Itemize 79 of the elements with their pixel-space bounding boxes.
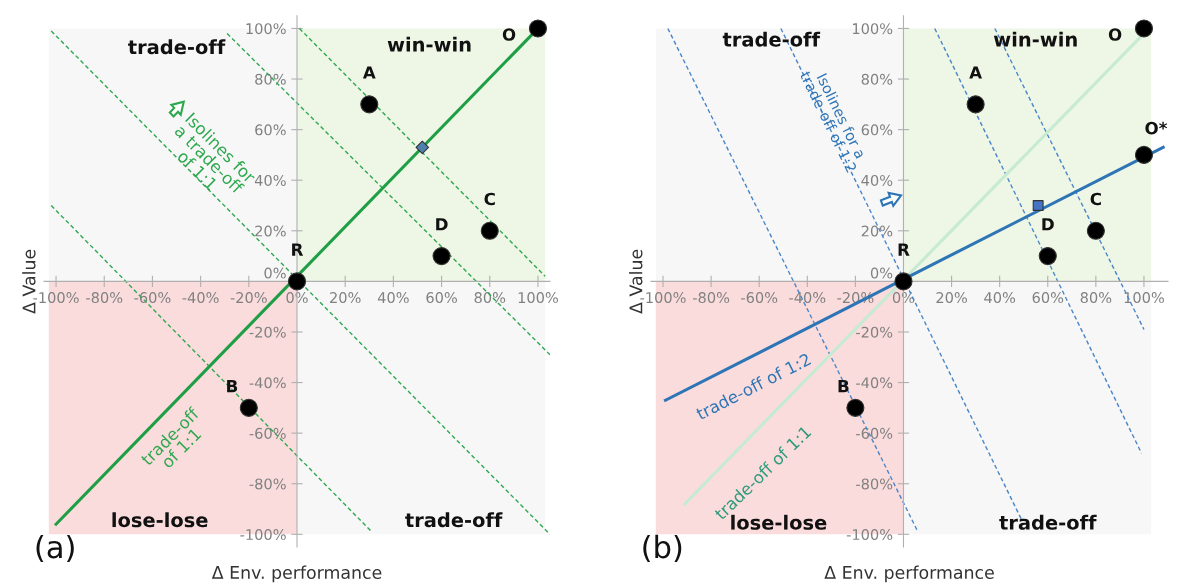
y-tick-label: -100% [846,529,893,541]
x-tick-label: 80% [1080,292,1112,304]
x-tick-label: 60% [426,292,457,304]
annotation: B [838,380,849,393]
y-tick-label: -40% [856,377,893,389]
y-tick-label: -60% [249,427,286,439]
annotation: C [1090,192,1101,206]
x-tick-label: 0% [286,292,308,304]
annotation: D [436,218,448,231]
annotation: win-win [993,31,1077,47]
y-tick-label: -20% [856,326,893,338]
annotation: R [898,243,910,256]
point [1134,145,1154,164]
annotation: win-win [387,36,471,52]
point [480,221,499,240]
annotation: A [969,66,982,79]
x-tick-label: -60% [134,292,171,304]
x-tick-label: -20% [230,292,267,304]
x-axis-title: Δ Env. performance [824,565,994,583]
y-tick-label: 100% [246,23,286,35]
y-tick-label: 80% [255,73,286,85]
x-tick-label: 80% [474,292,506,304]
y-tick-label: 20% [861,225,893,237]
x-tick-label: -40% [182,292,219,304]
y-tick-label: 0% [264,267,286,279]
x-tick-label: -40% [789,292,826,304]
y-tick-label: 20% [255,225,286,237]
x-tick-label: -60% [741,292,778,304]
y-tick-label: -80% [249,478,286,490]
point [1038,247,1057,266]
point [894,272,913,291]
x-tick-label: 100% [518,292,558,304]
y-tick-label: -100% [240,529,286,541]
point [1032,200,1044,211]
y-tick-label: 60% [255,124,286,136]
point [239,398,258,417]
x-tick-label: 40% [377,292,409,304]
point [415,140,430,155]
point [360,95,379,114]
x-tick-label: -80% [692,292,730,304]
x-tick-label: 40% [984,292,1016,304]
annotation: A [362,66,376,79]
point [846,398,865,417]
annotation: trade-off [722,31,821,47]
annotation: (a) [36,534,74,563]
y-tick-label: -20% [249,326,286,338]
annotation: lose-lose [112,512,208,528]
point [1134,19,1154,38]
annotation: trade-off [128,39,226,55]
point [528,19,548,38]
annotation: O* [1145,121,1168,135]
x-tick-label: 20% [936,292,967,304]
x-tick-label: 20% [330,292,361,304]
y-tick-label: 40% [254,174,286,186]
y-tick-label: 60% [861,124,893,136]
annotation: B [227,380,238,393]
annotation: C [484,192,495,206]
y-tick-label: 100% [852,23,893,35]
annotation: O [1108,28,1122,41]
y-tick-label: 0% [870,267,893,279]
annotation: trade-off [999,514,1097,530]
x-axis-title: Δ Env. performance [211,565,382,583]
point [432,247,451,266]
annotation: D [1042,218,1054,231]
point [1086,221,1105,240]
annotation: O [502,28,516,41]
annotation: R [292,243,304,256]
annotation: trade-off [405,512,503,528]
annotation: (b) [643,534,682,563]
y-tick-label: -80% [856,478,893,490]
y-tick-label: 80% [861,73,893,85]
point [966,95,985,114]
x-tick-label: 100% [1124,292,1164,304]
x-tick-label: 60% [1032,292,1064,304]
point [287,272,307,291]
y-tick-label: 40% [861,174,893,186]
y-tick-label: -60% [856,427,893,439]
y-tick-label: -40% [249,377,286,389]
x-tick-label: -80% [86,292,123,304]
